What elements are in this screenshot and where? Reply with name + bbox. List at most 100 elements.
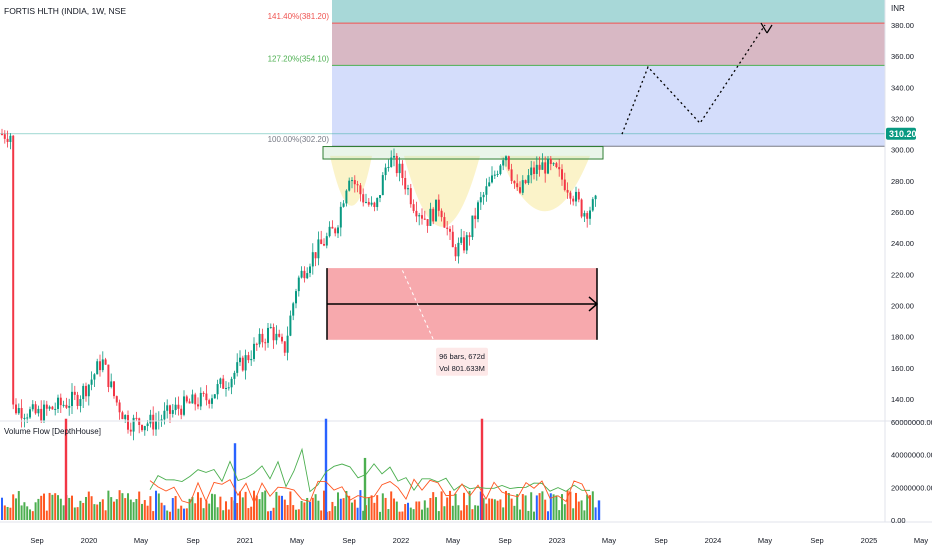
projection-arrowhead (760, 22, 773, 34)
candle-body (205, 393, 208, 401)
volume-bar (407, 502, 409, 520)
candle-body (264, 342, 267, 344)
volume-bar (376, 495, 379, 520)
candle-body (79, 399, 82, 406)
candle-body (208, 400, 211, 404)
time-tick-label: 2025 (861, 536, 878, 545)
candle-body (465, 235, 468, 251)
volume-axis[interactable]: 60000000.00 40000000.00 20000000.00 0.00 (891, 418, 932, 525)
volume-bar (90, 496, 93, 520)
volume-bar (482, 498, 485, 520)
candle-body (393, 155, 395, 158)
candle-body (373, 202, 376, 208)
volume-bar (59, 498, 62, 520)
volume-bar (283, 499, 286, 520)
volume-bar (575, 492, 577, 520)
time-tick-label: Sep (30, 536, 43, 545)
candle-body (174, 404, 177, 411)
volume-bar (12, 494, 15, 520)
candle-body (96, 361, 99, 375)
candle-body (9, 135, 12, 142)
candle-body (561, 169, 563, 180)
volume-bar (547, 511, 549, 520)
candle-body (552, 163, 555, 165)
volume-bar (225, 501, 227, 520)
price-axis[interactable]: 140.00 160.00 180.00 200.00 220.00 240.00 260.… (891, 21, 914, 404)
candle-body (188, 401, 191, 404)
volume-bar (143, 500, 146, 520)
volume-bar (281, 495, 283, 520)
volume-bar (191, 496, 194, 520)
volume-bar (558, 510, 561, 520)
last-price-badge (886, 127, 916, 140)
candle-body (345, 190, 348, 204)
price-tick-label: 300.00 (891, 146, 914, 155)
volume-bar (135, 498, 138, 520)
volume-bar (141, 503, 143, 520)
candle-body (183, 396, 185, 415)
volume-bar (474, 505, 477, 520)
candle-body (387, 166, 390, 168)
candle-body (222, 378, 225, 389)
candle-body (505, 156, 507, 161)
volume-bar (384, 497, 387, 520)
candle-body (412, 204, 415, 211)
candle-body (323, 244, 325, 246)
volume-bar (247, 508, 250, 520)
candle-body (295, 291, 297, 304)
candle-body (267, 327, 269, 343)
candle-body (507, 156, 510, 170)
time-axis[interactable]: Sep 2020 May Sep 2021 May Sep 2022 May Sep 2023 May… (30, 536, 928, 545)
volume-bar (423, 500, 426, 520)
volume-bar (320, 510, 323, 520)
volume-bar (331, 501, 334, 520)
candle-body (253, 343, 255, 359)
volume-bar (412, 509, 415, 520)
candle-body (241, 357, 244, 371)
candle-body (432, 208, 435, 222)
volume-bar (208, 503, 211, 520)
volume-bar (227, 509, 230, 520)
candle-body (71, 391, 73, 407)
volume-bar (457, 505, 460, 520)
currency-label: INR (891, 4, 905, 13)
volume-bar (3, 505, 6, 520)
volume-bar (421, 509, 423, 520)
measure-label-volume: Vol 801.633M (439, 364, 485, 373)
candle-body (502, 160, 505, 166)
candle-body (339, 206, 342, 228)
volume-spike (64, 418, 68, 520)
candle-body (575, 191, 577, 202)
volume-bar (443, 506, 446, 520)
candle-body (191, 394, 194, 404)
volume-bar (393, 498, 395, 520)
resistance-box[interactable] (322, 146, 604, 160)
volume-bar (300, 500, 303, 520)
candle-body (54, 408, 57, 410)
time-tick-label: Sep (810, 536, 823, 545)
candle-body (115, 396, 118, 403)
volume-spike (480, 418, 484, 520)
candle-body (547, 158, 549, 174)
candle-body (577, 191, 580, 200)
volume-bar (286, 505, 289, 520)
volume-bar (533, 511, 535, 520)
candle-body (197, 404, 199, 407)
candle-body (129, 429, 132, 432)
candle-body (513, 180, 516, 184)
candle-body (499, 165, 502, 174)
candle-body (132, 417, 135, 432)
candle-body (496, 173, 499, 175)
volume-bar (317, 500, 320, 520)
candle-body (485, 186, 488, 195)
volume-bar (463, 492, 465, 520)
volume-bar (589, 495, 591, 520)
volume-bar (199, 497, 202, 520)
volume-bar (241, 497, 244, 520)
volume-bar (289, 491, 292, 520)
candle-body (143, 426, 146, 431)
time-tick-label: Sep (654, 536, 667, 545)
candle-body (423, 218, 426, 220)
candle-body (376, 197, 379, 208)
